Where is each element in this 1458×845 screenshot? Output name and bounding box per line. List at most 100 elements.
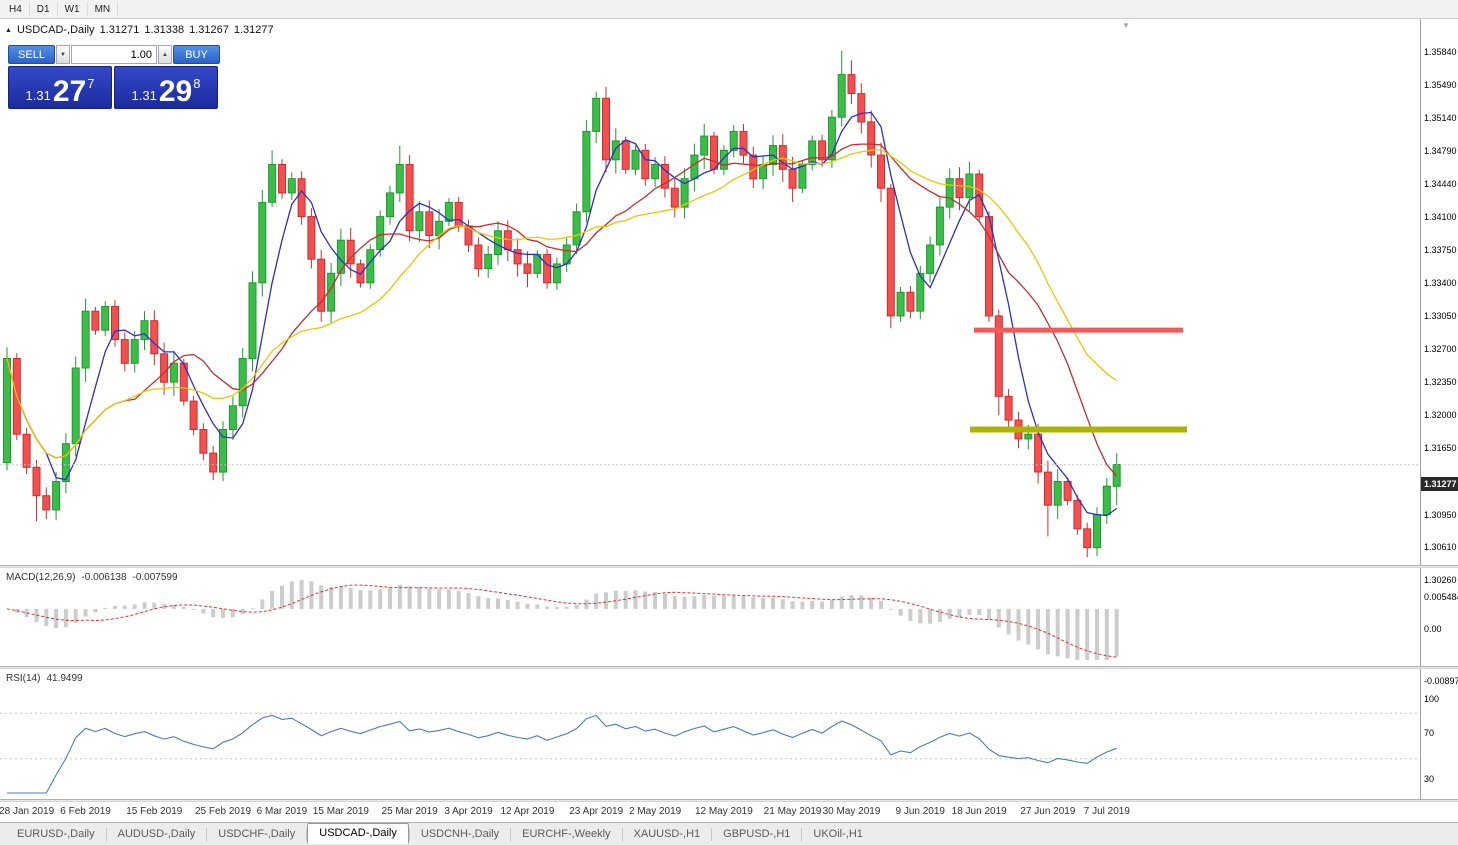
tab-separator [105,827,107,841]
chart-tab-usdcad-daily[interactable]: USDCAD-,Daily [307,822,409,844]
autoscroll-marker-icon: ▼ [1122,21,1130,30]
macd-chart[interactable] [0,568,1420,666]
price-scale-label: 1.34790 [1424,146,1457,157]
sell-price-display[interactable]: 1.31 27 7 [8,66,112,109]
panel-divider[interactable] [0,666,1458,669]
date-axis-label: 21 May 2019 [763,806,822,817]
timeframe-button-w1[interactable]: W1 [58,1,88,17]
date-axis[interactable]: 28 Jan 2019 6 Feb 2019 15 Feb 2019 25 Feb 2… [0,802,1420,822]
date-axis-label: 9 Jun 2019 [895,806,946,817]
timeframe-button-h4[interactable]: H4 [2,1,30,17]
one-click-trading-panel: SELL ▼ ▲ BUY 1.31 27 7 1.31 29 8 [8,45,220,109]
date-axis-label: 25 Feb 2019 [194,806,252,817]
chart-tabs-bar: EURUSD-,Daily AUDUSD-,Daily USDCHF-,Daily U… [0,822,1458,845]
sell-price-pips: 27 [52,75,87,108]
buy-price-pips: 29 [158,75,193,108]
chart-tab-usdcnh-daily[interactable]: USDCNH-,Daily [420,828,500,840]
price-scale-label: 1.35490 [1424,80,1457,91]
buy-price-point: 8 [193,76,201,91]
chevron-down-icon: ▼ [60,51,66,58]
rsi-line [7,714,1117,794]
rsi-scale-label: 30 [1424,773,1435,784]
price-scale-label: 1.33750 [1424,244,1457,255]
date-axis-label: 15 Mar 2019 [312,806,369,817]
tab-separator [801,827,803,841]
macd-scale-label: 0.005484 [1424,592,1458,602]
date-axis-label: 12 May 2019 [694,806,753,817]
rsi-indicator-label: RSI(14) 41.9499 [6,673,83,684]
date-axis-label: 28 Jan 2019 [0,806,55,817]
rsi-chart[interactable] [0,669,1420,799]
chevron-up-icon: ▲ [162,51,168,58]
macd-indicator-label: MACD(12,26,9) -0.006138 -0.007599 [6,572,178,583]
current-price-tag: 1.31277 [1421,476,1458,491]
date-axis-label: 27 Jun 2019 [1020,806,1076,817]
chart-header: ▲ USDCAD-,Daily 1.31271 1.31338 1.31267 … [5,24,274,36]
tab-separator [206,827,208,841]
date-axis-label: 25 Mar 2019 [381,806,438,817]
sell-price-point: 7 [87,76,95,91]
price-scale-label: 1.32000 [1424,410,1457,421]
timeframe-button-mn[interactable]: MN [88,1,119,17]
chart-tab-eurusd-daily[interactable]: EURUSD-,Daily [17,828,95,840]
ohlc-open: 1.31271 [99,24,140,36]
macd-main-value: -0.006138 [81,572,127,583]
date-axis-label: 6 Feb 2019 [60,806,111,817]
tab-separator [408,827,410,841]
date-axis-label: 30 May 2019 [822,806,881,817]
ohlc-high: 1.31338 [144,24,185,36]
chart-tab-eurchf-weekly[interactable]: EURCHF-,Weekly [522,828,611,840]
rsi-value: 41.9499 [46,673,83,684]
tab-separator [711,827,713,841]
volume-decrease-button[interactable]: ▼ [56,45,70,64]
price-scale-label: 1.32700 [1424,344,1457,355]
price-scale-label: 1.30950 [1424,509,1457,520]
price-scale-label: 1.35840 [1424,47,1457,57]
panel-divider[interactable] [0,565,1458,568]
buy-price-display[interactable]: 1.31 29 8 [114,66,218,109]
macd-name: MACD(12,26,9) [6,572,76,583]
moving-averages [6,111,1118,517]
price-scale-label: 1.31650 [1424,443,1457,454]
candlesticks [3,51,1121,558]
rsi-name: RSI(14) [6,673,41,684]
price-chart[interactable] [0,19,1420,565]
macd-scale-label: 0.00 [1424,623,1442,634]
chart-tab-ukoil-h1[interactable]: UKOil-,H1 [813,828,863,840]
chart-tab-gbpusd-h1[interactable]: GBPUSD-,H1 [723,828,791,840]
ohlc-close: 1.31277 [233,24,274,36]
volume-input[interactable] [71,45,157,64]
price-scale-label: 1.34100 [1424,211,1457,222]
date-axis-label: 23 Apr 2019 [569,806,624,817]
sell-button[interactable]: SELL [8,45,55,64]
trade-controls-row: SELL ▼ ▲ BUY [8,45,220,64]
timeframe-button-d1[interactable]: D1 [30,1,58,17]
horizontal-level-lines [970,327,1187,433]
date-axis-label: 6 Mar 2019 [256,806,308,817]
price-scale-label: 1.34440 [1424,179,1457,190]
chart-symbol-period: USDCAD-,Daily [16,24,95,36]
volume-increase-button[interactable]: ▲ [158,45,172,64]
price-scale-label: 1.33050 [1424,311,1457,321]
buy-button[interactable]: BUY [173,45,220,64]
timeframe-button-group: H4 D1 W1 MN [0,0,119,18]
tab-separator [510,827,512,841]
price-scale-label: 1.35140 [1424,113,1457,124]
sell-price-prefix: 1.31 [25,88,51,103]
date-axis-label: 18 Jun 2019 [951,806,1007,817]
date-axis-label: 15 Feb 2019 [126,806,183,817]
panel-divider[interactable] [0,799,1458,802]
price-scale-label: 1.32350 [1424,377,1457,388]
chart-tab-usdchf-daily[interactable]: USDCHF-,Daily [218,828,296,840]
chart-collapse-icon[interactable]: ▲ [5,26,12,34]
ohlc-low: 1.31267 [189,24,229,36]
chart-tab-audusd-daily[interactable]: AUDUSD-,Daily [117,828,196,840]
tab-separator [621,827,623,841]
price-scale-label: 1.30610 [1424,541,1457,552]
timeframe-toolbar: H4 D1 W1 MN [0,0,1458,19]
price-scale-label: 1.33400 [1424,277,1457,288]
chart-tab-xauusd-h1[interactable]: XAUUSD-,H1 [633,828,701,840]
macd-signal-value: -0.007599 [132,572,178,583]
